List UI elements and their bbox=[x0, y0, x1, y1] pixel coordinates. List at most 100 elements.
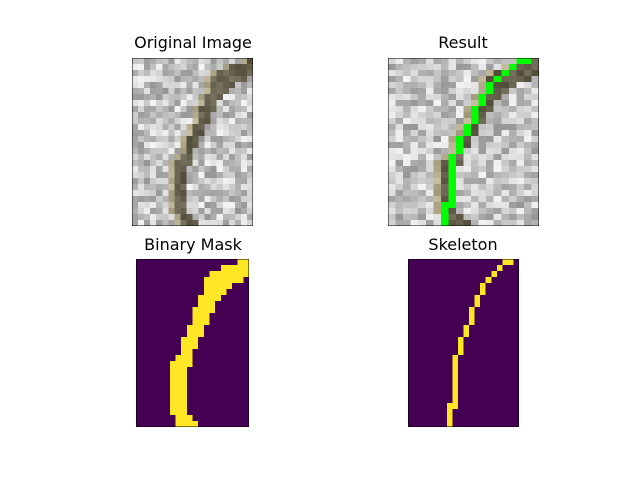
image-pixel bbox=[403, 202, 411, 208]
image-pixel bbox=[186, 124, 193, 130]
image-pixel bbox=[234, 166, 241, 172]
image-pixel bbox=[162, 196, 169, 202]
image-pixel bbox=[418, 166, 426, 172]
image-pixel bbox=[162, 70, 169, 76]
image-pixel bbox=[493, 220, 502, 226]
image-pixel bbox=[403, 100, 411, 106]
image-pixel bbox=[144, 190, 151, 196]
image-pixel bbox=[478, 76, 487, 82]
image-pixel bbox=[186, 214, 193, 220]
image-pixel bbox=[388, 178, 396, 184]
image-pixel bbox=[501, 154, 509, 160]
image-pixel bbox=[395, 64, 404, 70]
image-pixel bbox=[150, 106, 157, 112]
image-pixel bbox=[192, 130, 199, 136]
image-pixel bbox=[132, 166, 139, 172]
image-pixel bbox=[410, 64, 419, 70]
image-pixel bbox=[210, 214, 217, 220]
image-pixel bbox=[463, 220, 472, 226]
image-pixel bbox=[174, 106, 181, 112]
image-pixel bbox=[395, 142, 404, 148]
image-pixel bbox=[448, 88, 456, 94]
image-pixel bbox=[486, 166, 494, 172]
image-pixel bbox=[463, 208, 472, 214]
image-pixel bbox=[168, 154, 175, 160]
image-pixel bbox=[216, 184, 223, 190]
mask-foreground-pixel bbox=[198, 295, 221, 301]
image-pixel bbox=[433, 214, 441, 220]
image-pixel bbox=[132, 142, 139, 148]
image-pixel bbox=[455, 220, 464, 226]
image-pixel bbox=[162, 184, 169, 190]
image-pixel bbox=[501, 166, 509, 172]
skeleton-overlay-pixel bbox=[455, 136, 464, 142]
image-pixel bbox=[156, 94, 163, 100]
image-pixel bbox=[216, 160, 223, 166]
image-pixel bbox=[471, 58, 479, 64]
mask-foreground-pixel bbox=[469, 319, 475, 325]
image-pixel bbox=[204, 148, 211, 154]
image-pixel bbox=[150, 202, 157, 208]
image-pixel bbox=[144, 136, 151, 142]
mask-foreground-pixel bbox=[203, 289, 227, 295]
image-pixel bbox=[198, 124, 205, 130]
image-pixel bbox=[463, 100, 472, 106]
image-pixel bbox=[478, 208, 487, 214]
image-pixel bbox=[448, 142, 456, 148]
image-pixel bbox=[433, 172, 441, 178]
image-pixel bbox=[174, 136, 181, 142]
image-pixel bbox=[216, 220, 223, 226]
image-pixel bbox=[418, 130, 426, 136]
image-pixel bbox=[448, 148, 456, 154]
image-pixel bbox=[180, 202, 187, 208]
image-pixel bbox=[174, 220, 181, 226]
image-pixel bbox=[138, 208, 145, 214]
image-pixel bbox=[523, 202, 532, 208]
image-pixel bbox=[162, 64, 169, 70]
image-pixel bbox=[516, 166, 524, 172]
image-pixel bbox=[486, 106, 494, 112]
image-pixel bbox=[234, 88, 241, 94]
image-pixel bbox=[240, 220, 247, 226]
image-pixel bbox=[210, 148, 217, 154]
image-pixel bbox=[403, 220, 411, 226]
image-pixel bbox=[433, 184, 441, 190]
image-pixel bbox=[138, 196, 145, 202]
image-pixel bbox=[228, 160, 235, 166]
skeleton-overlay-pixel bbox=[471, 118, 479, 124]
image-pixel bbox=[388, 172, 396, 178]
image-pixel bbox=[403, 208, 411, 214]
image-pixel bbox=[531, 178, 539, 184]
image-pixel bbox=[204, 70, 211, 76]
image-pixel bbox=[138, 118, 145, 124]
image-pixel bbox=[455, 94, 464, 100]
image-pixel bbox=[216, 190, 223, 196]
image-pixel bbox=[388, 124, 396, 130]
image-pixel bbox=[486, 214, 494, 220]
image-pixel bbox=[471, 148, 479, 154]
image-pixel bbox=[455, 64, 464, 70]
image-pixel bbox=[448, 70, 456, 76]
image-pixel bbox=[162, 202, 169, 208]
image-pixel bbox=[508, 190, 517, 196]
image-pixel bbox=[222, 148, 229, 154]
image-pixel bbox=[395, 184, 404, 190]
image-pixel bbox=[493, 130, 502, 136]
image-pixel bbox=[180, 184, 187, 190]
image-pixel bbox=[192, 148, 199, 154]
image-pixel bbox=[425, 178, 434, 184]
image-pixel bbox=[180, 88, 187, 94]
image-pixel bbox=[144, 214, 151, 220]
image-pixel bbox=[174, 142, 181, 148]
image-pixel bbox=[418, 208, 426, 214]
original-image-panel bbox=[132, 58, 253, 226]
image-pixel bbox=[508, 202, 517, 208]
image-pixel bbox=[216, 124, 223, 130]
image-pixel bbox=[204, 220, 211, 226]
image-pixel bbox=[478, 130, 487, 136]
image-pixel bbox=[174, 130, 181, 136]
image-pixel bbox=[486, 118, 494, 124]
image-pixel bbox=[433, 70, 441, 76]
image-pixel bbox=[192, 82, 199, 88]
image-pixel bbox=[531, 88, 539, 94]
